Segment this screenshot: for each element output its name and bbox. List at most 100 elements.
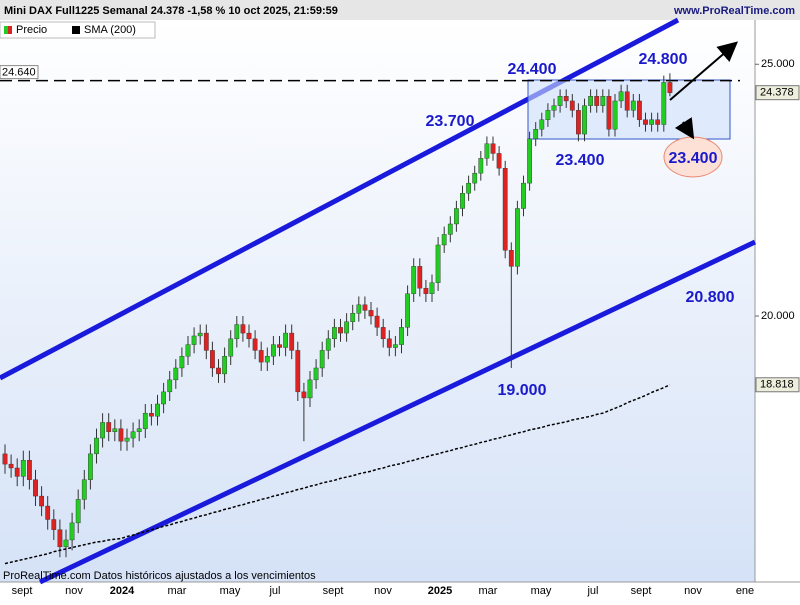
candle-body bbox=[142, 412, 148, 429]
candle-body bbox=[502, 167, 508, 251]
level-label-box bbox=[0, 65, 39, 80]
candle-body bbox=[563, 96, 569, 102]
candle-body bbox=[423, 287, 429, 294]
candle-body bbox=[545, 110, 551, 120]
candle-body bbox=[191, 335, 197, 345]
candle-body bbox=[594, 96, 600, 106]
x-tick-label: sept bbox=[12, 585, 33, 597]
last-price-box bbox=[755, 85, 800, 101]
level-label: 24.640 bbox=[2, 67, 36, 79]
y-tick-label: 25.000 bbox=[761, 58, 795, 70]
candle-body bbox=[399, 327, 404, 345]
candle-body bbox=[136, 428, 142, 432]
chart-title: Mini DAX Full1225 Semanal 24.378 -1,58 %… bbox=[4, 5, 338, 17]
candle-body bbox=[39, 495, 45, 507]
candle-body bbox=[57, 529, 63, 548]
candle-body bbox=[515, 208, 520, 267]
x-tick-label: sept bbox=[631, 585, 652, 597]
legend-label: SMA (200) bbox=[84, 24, 136, 36]
y-tick-label: 20.000 bbox=[761, 310, 795, 322]
candle-body bbox=[649, 119, 655, 125]
candle-body bbox=[393, 344, 398, 348]
last-price-label: 24.378 bbox=[760, 87, 794, 99]
candle-body bbox=[8, 463, 14, 469]
candle-body bbox=[484, 143, 490, 159]
candle-body bbox=[332, 327, 337, 340]
candle-body bbox=[222, 356, 227, 375]
candle-body bbox=[264, 356, 270, 363]
candle-body bbox=[344, 321, 349, 334]
candle-body bbox=[94, 437, 99, 455]
candle-body bbox=[106, 422, 112, 432]
candle-body bbox=[203, 332, 209, 351]
candle-body bbox=[271, 344, 276, 357]
candle-body bbox=[81, 479, 87, 500]
candle-body bbox=[338, 327, 343, 334]
candle-body bbox=[527, 138, 533, 184]
x-tick-label: mar bbox=[168, 585, 187, 597]
candle-body bbox=[234, 324, 240, 340]
x-tick-label: nov bbox=[374, 585, 392, 597]
candle-body bbox=[667, 82, 673, 93]
candle-body bbox=[447, 223, 453, 235]
candle-body bbox=[2, 453, 8, 465]
candle-body bbox=[325, 338, 331, 351]
candle-body bbox=[283, 332, 288, 348]
candle-body bbox=[209, 350, 215, 369]
candle-body bbox=[289, 332, 295, 351]
candle-body bbox=[313, 367, 319, 381]
annotation: 24.800 bbox=[639, 51, 688, 68]
candle-body bbox=[618, 91, 624, 102]
candle-body bbox=[557, 96, 563, 106]
x-tick-label: may bbox=[531, 585, 552, 597]
candle-body bbox=[600, 96, 606, 106]
candle-body bbox=[33, 479, 38, 497]
x-tick-label: 2025 bbox=[428, 585, 452, 597]
x-tick-label: mar bbox=[479, 585, 498, 597]
candle-body bbox=[124, 437, 130, 442]
candle-body bbox=[454, 208, 459, 225]
footer: ProRealTime.com Datos históricos ajustad… bbox=[3, 570, 316, 582]
annotation: 23.700 bbox=[426, 113, 475, 130]
candle-body bbox=[179, 356, 185, 369]
candle-body bbox=[173, 367, 179, 381]
candle-body bbox=[429, 282, 435, 294]
candle-body bbox=[643, 119, 648, 125]
candle-body bbox=[362, 304, 368, 311]
candle-body bbox=[576, 110, 581, 135]
candle-body bbox=[521, 182, 526, 209]
candle-body bbox=[496, 153, 502, 169]
candle-body bbox=[307, 379, 313, 399]
x-tick-label: sept bbox=[323, 585, 344, 597]
legend-swatch bbox=[4, 26, 8, 34]
candle-body bbox=[20, 460, 26, 477]
candle-body bbox=[472, 172, 478, 184]
candle-body bbox=[130, 431, 136, 439]
candle-body bbox=[612, 100, 618, 130]
candle-body bbox=[301, 391, 307, 399]
x-tick-label: jul bbox=[268, 585, 280, 597]
candle-body bbox=[75, 499, 81, 524]
candle-body bbox=[295, 350, 301, 393]
candle-body bbox=[319, 350, 325, 369]
candle-body bbox=[100, 422, 106, 439]
annotation: 23.400 bbox=[669, 150, 718, 167]
legend-swatch bbox=[72, 26, 80, 34]
candle-body bbox=[161, 391, 166, 405]
channel-lower bbox=[38, 239, 757, 585]
x-tick-label: jul bbox=[586, 585, 598, 597]
candle-body bbox=[69, 522, 75, 541]
x-tick-label: nov bbox=[684, 585, 702, 597]
candle-body bbox=[112, 428, 118, 432]
sma-line bbox=[4, 384, 671, 565]
candle-body bbox=[466, 182, 471, 194]
candle-body bbox=[356, 304, 362, 314]
candle-body bbox=[118, 428, 124, 442]
candle-body bbox=[240, 324, 246, 334]
candle-body bbox=[508, 250, 514, 267]
candle-body bbox=[252, 338, 258, 351]
candle-body bbox=[630, 100, 636, 111]
legend-label: Precio bbox=[16, 24, 47, 36]
candle-body bbox=[411, 266, 417, 294]
